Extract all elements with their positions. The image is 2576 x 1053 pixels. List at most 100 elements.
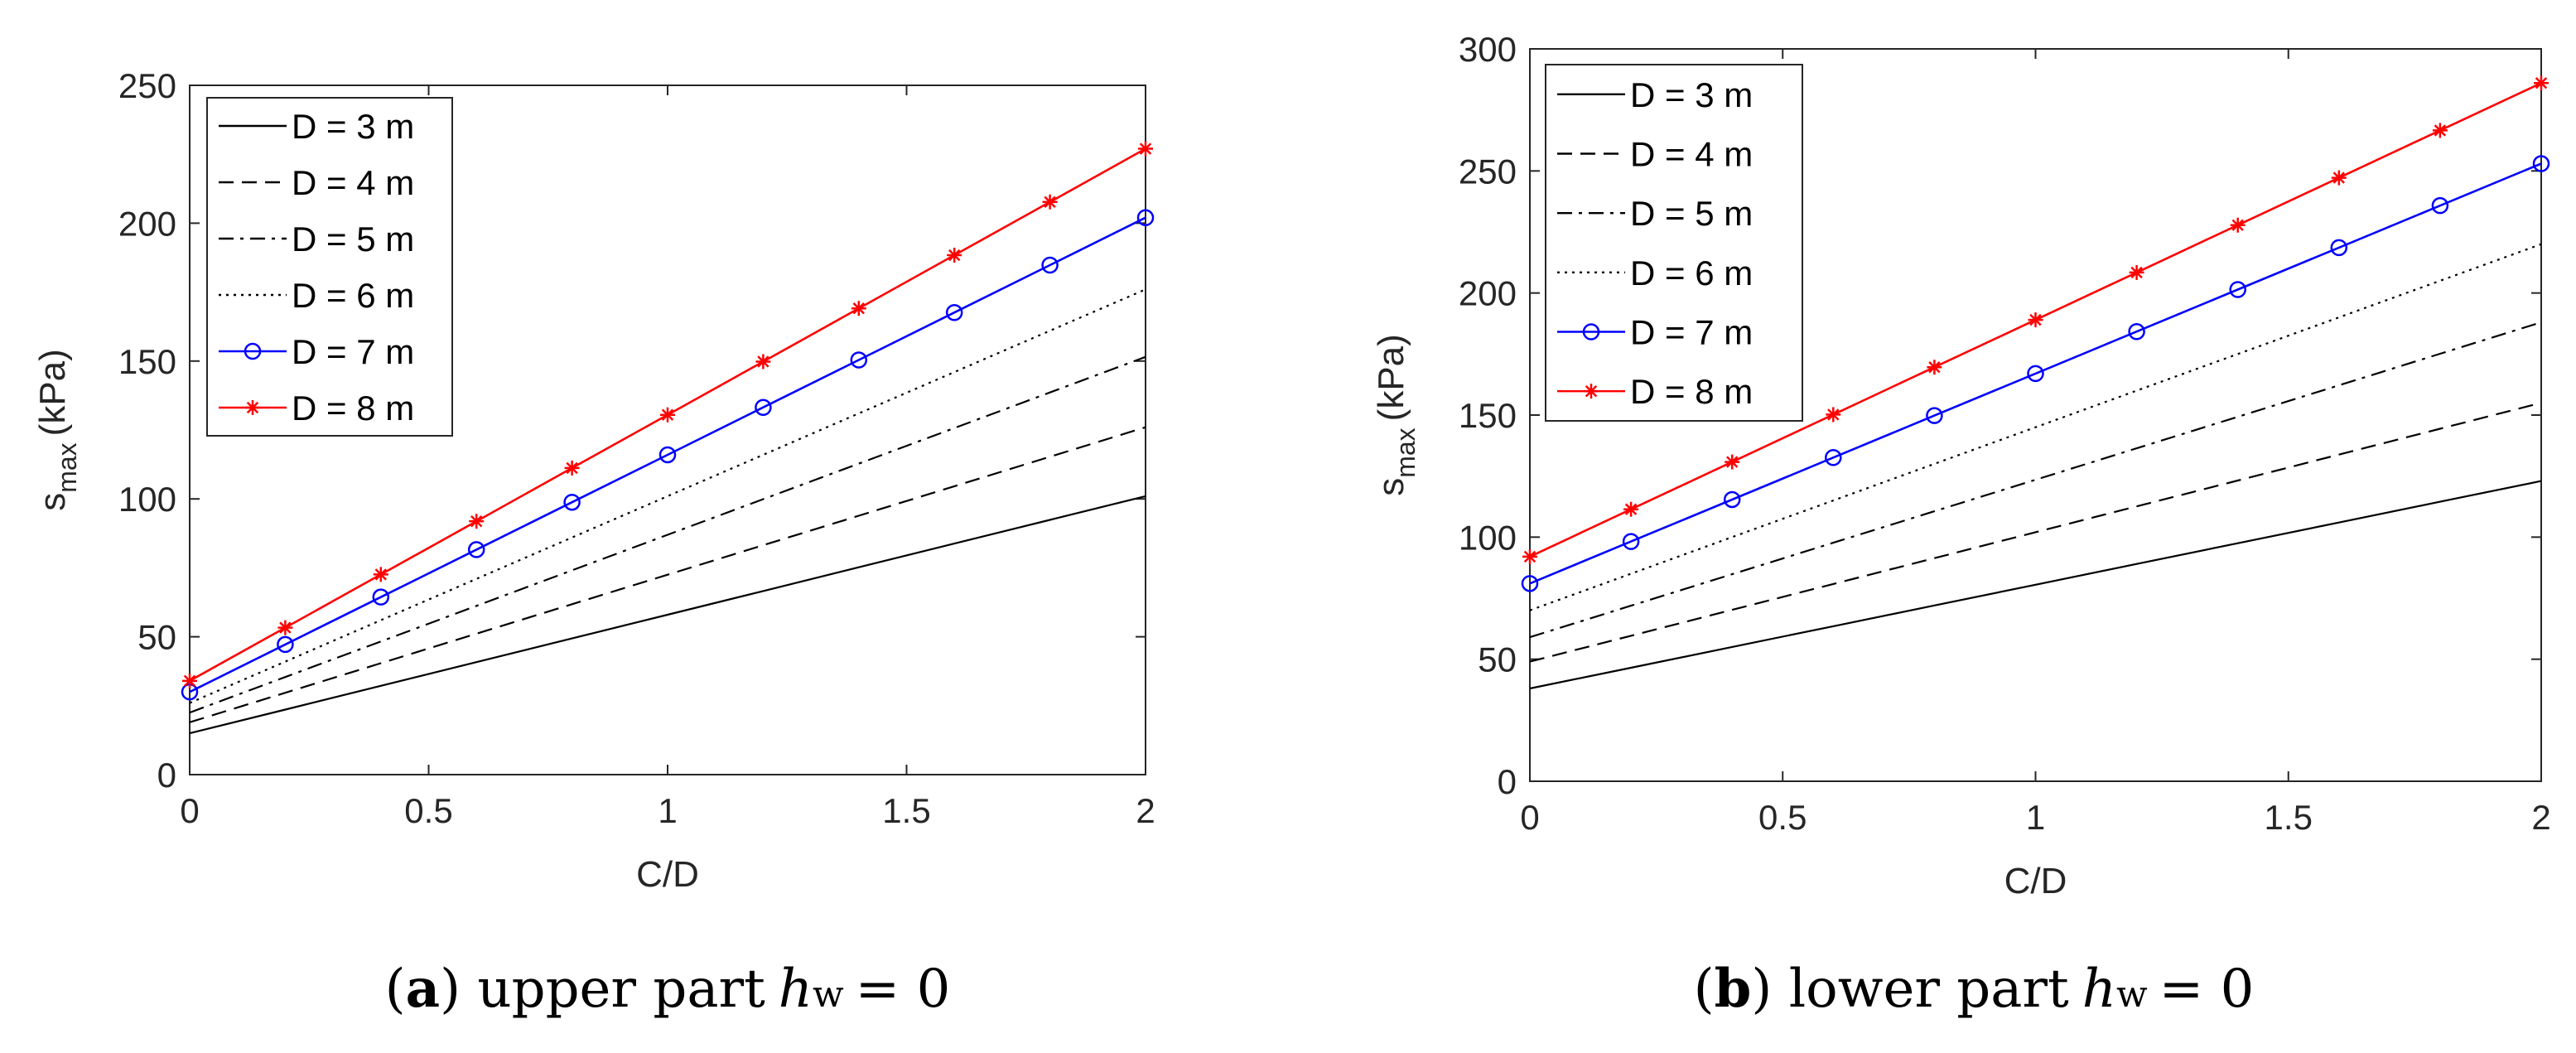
x-tick-label: 2 <box>2531 798 2550 837</box>
data-point <box>2129 264 2144 280</box>
data-point <box>2128 322 2145 341</box>
data-point-stroke <box>2535 77 2548 89</box>
x-tick-label: 1.5 <box>2265 798 2313 837</box>
legend-marker <box>244 342 262 360</box>
y-axis-label-unit: (kPa) <box>32 349 73 436</box>
data-point <box>660 407 675 423</box>
data-point <box>850 351 868 369</box>
data-point <box>2432 123 2448 138</box>
legend-marker <box>1582 323 1600 341</box>
y-tick-label: 250 <box>118 66 176 105</box>
legend-label-1: D = 3 m <box>1630 75 1753 114</box>
legend-label-5: D = 7 m <box>292 332 414 371</box>
data-point <box>1136 209 1155 226</box>
data-point <box>467 541 485 558</box>
panel-b: 0 0.5 1 1.5 2 0 50 100 150 200 250 300 C/D smax (kPa) D… <box>1371 30 2551 1020</box>
y-axis-label-unit: (kPa) <box>1371 334 1411 421</box>
data-point <box>1521 575 1539 592</box>
data-point <box>2431 196 2449 215</box>
data-point-stroke <box>279 621 292 634</box>
data-point-stroke <box>757 355 769 368</box>
data-point <box>2330 239 2348 257</box>
caption-text: upper part <box>477 959 765 1020</box>
data-point <box>658 446 677 464</box>
legend-marker <box>1584 384 1599 399</box>
series-line-2 <box>1529 402 2542 663</box>
data-point <box>373 567 388 582</box>
data-point-stroke <box>661 408 674 421</box>
data-point-stroke <box>1827 408 1840 421</box>
x-tick-label: 0 <box>1520 798 1539 837</box>
data-point <box>372 588 390 606</box>
series-line-3 <box>189 355 1146 714</box>
legend-label-2: D = 4 m <box>292 163 414 202</box>
data-point <box>1926 407 1943 424</box>
y-tick-label: 250 <box>1459 152 1517 191</box>
legend-label-1: D = 3 m <box>292 107 414 146</box>
y-tick-label: 50 <box>1478 640 1517 679</box>
series-line-5 <box>189 216 1146 693</box>
y-tick-label: 150 <box>1459 396 1517 435</box>
caption-letter: b <box>1715 958 1752 1020</box>
legend-label-4: D = 6 m <box>292 276 414 315</box>
x-tick-label: 1 <box>2026 798 2045 837</box>
data-point-stroke <box>183 674 196 688</box>
data-point <box>2027 365 2044 383</box>
data-point-stroke <box>2029 313 2042 326</box>
y-axis-label-symbol: s <box>32 493 73 511</box>
caption-equation: = 0 <box>2159 959 2255 1020</box>
data-point <box>851 301 866 316</box>
data-point <box>1825 449 1842 466</box>
x-tick-label: 1 <box>658 791 677 830</box>
data-point <box>2331 170 2347 186</box>
data-point <box>1826 407 1841 423</box>
legend-marker <box>245 400 260 415</box>
data-point-stroke <box>1044 196 1056 208</box>
data-point-stroke <box>1624 503 1638 515</box>
data-point <box>277 620 293 635</box>
series-line-4 <box>189 288 1146 704</box>
y-tick-label: 0 <box>157 756 176 795</box>
y-axis-label-subscript: max <box>52 442 82 492</box>
x-tick-label: 1.5 <box>882 791 930 830</box>
legend-label-6: D = 8 m <box>292 389 414 427</box>
data-point <box>2028 312 2043 328</box>
caption-open-paren: ( <box>385 959 406 1020</box>
x-tick-label: 2 <box>1136 791 1155 830</box>
caption-close-paren: ) <box>1751 959 1788 1020</box>
legend-label-4: D = 6 m <box>1630 254 1753 292</box>
x-tick-label: 0.5 <box>1758 798 1807 837</box>
series-line-2 <box>189 426 1146 723</box>
data-point <box>564 460 580 476</box>
data-point <box>1138 141 1153 157</box>
data-point <box>1042 194 1058 210</box>
data-point <box>277 635 294 654</box>
data-point <box>2229 281 2246 298</box>
legend-box <box>206 97 453 437</box>
legend-label-2: D = 4 m <box>1630 135 1753 174</box>
series-line-3 <box>1529 321 2542 639</box>
data-point-stroke <box>1139 142 1152 155</box>
legend-box <box>1545 64 1803 422</box>
data-point-stroke <box>566 461 578 475</box>
data-point-stroke <box>374 568 387 581</box>
y-tick-label: 150 <box>118 342 176 381</box>
data-point <box>182 673 197 688</box>
data-point <box>563 493 581 511</box>
y-axis-label-subscript: max <box>1391 427 1421 477</box>
series-line-5 <box>1529 162 2542 585</box>
panel-a: 0 0.5 1 1.5 2 0 50 100 150 200 250 C/D smax (kPa) D = … <box>32 66 1155 1020</box>
caption-text: lower part <box>1789 959 2069 1020</box>
x-axis-label: C/D <box>636 854 699 895</box>
x-tick-label: 0 <box>180 791 199 830</box>
data-point-stroke <box>2231 219 2244 231</box>
series-line-1 <box>1529 480 2542 690</box>
caption-close-paren: ) <box>440 959 477 1020</box>
data-point <box>2532 155 2550 172</box>
data-point-stroke <box>1726 456 1739 468</box>
data-point-stroke <box>2130 266 2143 279</box>
caption-equation: = 0 <box>856 959 951 1020</box>
data-point <box>1725 454 1740 470</box>
data-point <box>1623 501 1639 517</box>
y-tick-label: 200 <box>118 204 176 243</box>
